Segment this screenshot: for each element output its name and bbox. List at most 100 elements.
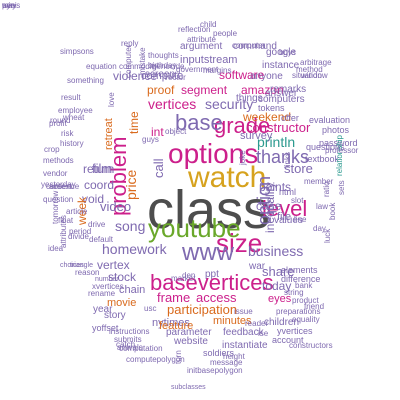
cloud-word: parameter — [166, 327, 212, 338]
cloud-word: arrivals — [117, 343, 143, 352]
cloud-word: soldiers — [203, 348, 235, 358]
cloud-word: yoffset — [92, 323, 119, 333]
cloud-word: war — [249, 261, 266, 272]
cloud-word: time — [127, 111, 141, 134]
cloud-word: price — [123, 169, 139, 200]
cloud-word: luck — [323, 228, 332, 243]
cloud-word: crop — [44, 145, 60, 154]
cloud-word: drive — [88, 220, 106, 229]
cloud-word: coord — [84, 178, 115, 192]
cloud-word: proof — [147, 83, 175, 97]
cloud-word: result — [61, 93, 81, 102]
cloud-word: store — [284, 161, 313, 176]
cloud-word: history — [60, 139, 84, 148]
cloud-word: reply — [121, 39, 139, 48]
cloud-word: song — [115, 218, 146, 234]
cloud-word: risk — [61, 129, 74, 138]
cloud-word: computer — [232, 41, 266, 50]
cloud-word: reason — [75, 268, 100, 277]
cloud-word: den — [182, 271, 196, 280]
cloud-word: subclasses — [171, 384, 206, 391]
cloud-word: something — [67, 76, 104, 85]
cloud-word: methods — [43, 156, 74, 165]
cloud-word: stock — [108, 270, 137, 284]
cloud-word: joke — [238, 150, 247, 165]
cloud-word: issue — [234, 307, 253, 316]
cloud-word: computation — [119, 344, 163, 353]
cloud-word: yvertices — [277, 326, 313, 336]
cloud-word: violence — [113, 69, 158, 83]
cloud-word: links — [283, 151, 292, 168]
cloud-word: www — [182, 239, 234, 266]
cloud-word: compute — [141, 70, 184, 82]
cloud-word: html — [279, 187, 297, 197]
cloud-word: size — [216, 228, 263, 258]
cloud-word: elements — [281, 265, 318, 275]
cloud-word: day — [313, 224, 326, 233]
cloud-word: computepolygon — [126, 355, 185, 364]
cloud-word: answer — [265, 88, 298, 99]
cloud-word: method — [296, 65, 323, 74]
cloud-word: equation — [86, 62, 117, 71]
cloud-word: guys — [142, 135, 159, 144]
cloud-word: situation — [292, 71, 322, 80]
cloud-word: slot — [291, 196, 304, 205]
cloud-word: book — [328, 202, 337, 220]
cloud-word: inputstream — [180, 54, 238, 66]
cloud-word: float — [58, 216, 74, 225]
cloud-word: object — [165, 127, 187, 136]
cloud-word: string — [284, 288, 304, 297]
cloud-word: vendor — [43, 169, 68, 178]
cloud-word: market — [171, 274, 196, 283]
cloud-word: vertex — [97, 258, 130, 272]
cloud-word: choices — [60, 262, 84, 269]
cloud-word: values — [274, 215, 303, 226]
cloud-word: government — [176, 65, 219, 74]
cloud-word: question — [43, 195, 74, 204]
cloud-word: chain — [119, 284, 146, 296]
cloud-word: friend — [304, 302, 325, 311]
cloud-word: submits — [114, 335, 142, 344]
cloud-word: tokens — [258, 103, 285, 113]
cloud-word: minutes — [213, 315, 252, 327]
cloud-word: retreat — [103, 118, 115, 150]
cloud-word: period — [69, 227, 92, 236]
cloud-word: child — [200, 20, 217, 29]
cloud-word: instance — [262, 60, 300, 71]
cloud-word: google — [266, 47, 297, 58]
cloud-word: year — [93, 304, 113, 315]
cloud-word: film — [92, 161, 113, 176]
cloud-word: call — [151, 158, 166, 178]
cloud-word: window — [301, 71, 328, 80]
cloud-word: vertices — [148, 96, 197, 112]
cloud-word: law — [316, 202, 329, 211]
cloud-word: basevertices — [150, 270, 274, 295]
cloud-word: message — [210, 358, 243, 367]
cloud-word: sets — [337, 180, 346, 195]
cloud-word: frame — [157, 290, 191, 305]
cloud-word: password — [319, 138, 358, 148]
cloud-word: video — [100, 199, 132, 214]
cloud-word: ratio — [322, 181, 331, 197]
cloud-word: offer — [281, 113, 299, 123]
cloud-word: pen — [2, 1, 16, 10]
cloud-word: xvertices — [92, 282, 124, 291]
cloud-word: computers — [258, 94, 305, 105]
cloud-word: instantiate — [222, 340, 268, 351]
cloud-word: amazon — [241, 83, 284, 97]
cloud-word: professor — [325, 146, 359, 155]
cloud-word: preparations — [276, 307, 321, 316]
cloud-word: watch — [188, 161, 267, 194]
cloud-word: things — [236, 93, 263, 104]
cloud-word: anyone — [250, 71, 283, 82]
cloud-word: homework — [102, 241, 167, 257]
cloud-word: attributes — [59, 215, 68, 248]
cloud-word: love — [107, 92, 116, 107]
cloud-word: segment — [181, 83, 228, 97]
cloud-word: arbitrage — [300, 58, 332, 67]
cloud-word: default — [89, 235, 114, 244]
cloud-word: youtube — [148, 213, 241, 243]
cloud-word: employee — [58, 106, 93, 115]
cloud-word: attribute — [187, 35, 216, 44]
